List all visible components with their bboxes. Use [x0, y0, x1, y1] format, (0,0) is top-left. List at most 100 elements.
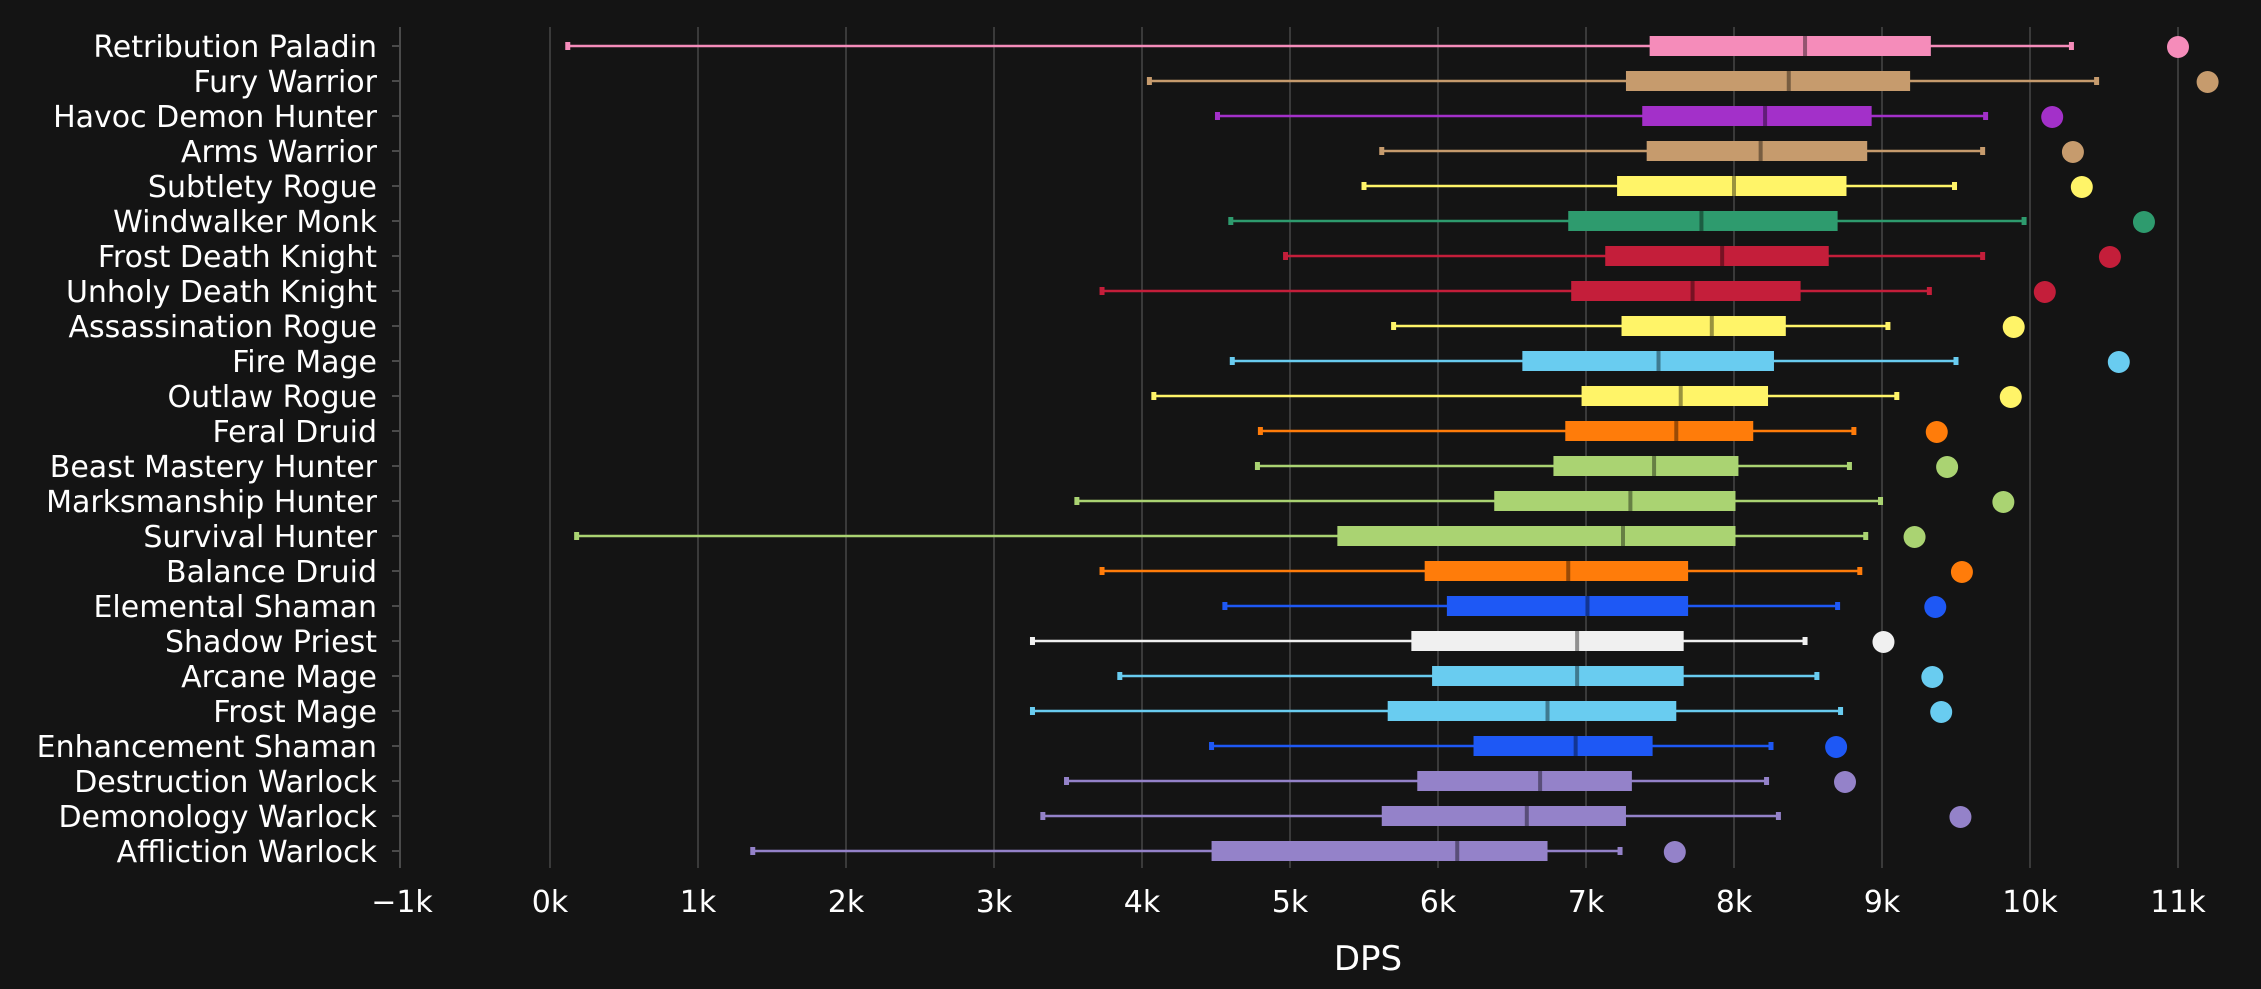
iqr-box — [1642, 106, 1872, 126]
whisker-cap-min — [1064, 777, 1070, 785]
median-marker — [1674, 421, 1679, 441]
max-point — [2098, 246, 2121, 268]
whisker-cap-min — [565, 42, 571, 50]
x-tick-label: −1k — [371, 885, 433, 920]
iqr-box — [1446, 596, 1689, 616]
whisker-cap-max — [1926, 287, 1932, 295]
median-marker — [1709, 316, 1714, 336]
max-point — [1924, 596, 1947, 618]
max-point — [1663, 841, 1686, 863]
category-label: Fire Mage — [232, 345, 377, 380]
whisker-cap-min — [1254, 462, 1260, 470]
iqr-box — [1473, 736, 1653, 756]
iqr-box — [1621, 316, 1786, 336]
series-row: Demonology Warlock — [58, 800, 1972, 835]
x-tick-label: 4k — [1124, 885, 1161, 920]
whisker-cap-max — [1838, 707, 1844, 715]
series-row: Balance Druid — [166, 555, 1973, 590]
max-point — [2041, 106, 2064, 128]
x-tick-label: 7k — [1568, 885, 1605, 920]
whisker-cap-max — [1775, 812, 1781, 820]
series-row: Shadow Priest — [165, 625, 1895, 660]
whisker-cap-max — [1894, 392, 1900, 400]
series-row: Havoc Demon Hunter — [53, 100, 2064, 135]
iqr-box — [1565, 421, 1754, 441]
iqr-box — [1625, 71, 1911, 91]
max-point — [1992, 491, 2015, 513]
median-marker — [1763, 106, 1768, 126]
x-axis-title: DPS — [1334, 939, 1402, 979]
whisker-cap-max — [1617, 847, 1623, 855]
max-point — [2132, 211, 2155, 233]
category-label: Arcane Mage — [181, 660, 377, 695]
max-point — [2196, 71, 2219, 93]
whisker-cap-min — [1361, 182, 1367, 190]
series-row: Frost Mage — [213, 695, 1953, 730]
series-row: Fury Warrior — [193, 65, 2219, 100]
series-row: Survival Hunter — [143, 520, 1926, 555]
median-marker — [1803, 36, 1808, 56]
iqr-box — [1494, 491, 1736, 511]
whisker-cap-max — [1980, 147, 1986, 155]
max-point — [2033, 281, 2056, 303]
max-point — [2061, 141, 2084, 163]
median-marker — [1652, 456, 1657, 476]
x-tick-label: 8k — [1716, 885, 1753, 920]
iqr-box — [1617, 176, 1847, 196]
whisker-cap-min — [1040, 812, 1046, 820]
median-marker — [1690, 281, 1695, 301]
whisker-cap-max — [1878, 497, 1884, 505]
iqr-box — [1553, 456, 1739, 476]
series-row: Feral Druid — [213, 415, 1948, 450]
x-tick-label: 2k — [828, 885, 865, 920]
whisker-cap-min — [1214, 112, 1220, 120]
x-tick-label: 6k — [1420, 885, 1457, 920]
whisker-cap-min — [1209, 742, 1215, 750]
iqr-box — [1522, 351, 1774, 371]
x-tick-label: 11k — [2150, 885, 2206, 920]
series-row: Frost Death Knight — [98, 240, 2121, 275]
whisker-cap-min — [574, 532, 580, 540]
category-label: Shadow Priest — [165, 625, 377, 660]
max-point — [2070, 176, 2093, 198]
whisker-cap-max — [1768, 742, 1774, 750]
whisker-cap-min — [1146, 77, 1152, 85]
median-marker — [1545, 701, 1550, 721]
whisker-cap-min — [1229, 357, 1235, 365]
iqr-box — [1211, 841, 1548, 861]
x-tick-label: 0k — [532, 885, 569, 920]
series-row: Arcane Mage — [181, 660, 1944, 695]
category-label: Outlaw Rogue — [167, 380, 377, 415]
category-label: Destruction Warlock — [74, 765, 377, 800]
median-marker — [1575, 666, 1580, 686]
whisker-cap-min — [750, 847, 756, 855]
median-marker — [1566, 561, 1571, 581]
series-row: Subtlety Rogue — [148, 170, 2093, 205]
whisker-cap-min — [1029, 637, 1035, 645]
whisker-cap-min — [1228, 217, 1234, 225]
series-row: Windwalker Monk — [113, 205, 2155, 240]
whisker-cap-min — [1099, 567, 1105, 575]
category-label: Fury Warrior — [193, 65, 377, 100]
max-point — [1872, 631, 1895, 653]
whisker-cap-max — [1846, 462, 1852, 470]
max-point — [1949, 806, 1972, 828]
median-marker — [1575, 631, 1580, 651]
whisker-cap-max — [1851, 427, 1857, 435]
max-point — [1834, 771, 1856, 793]
series-row: Outlaw Rogue — [167, 380, 2022, 415]
median-marker — [1621, 526, 1625, 546]
category-label: Assassination Rogue — [68, 310, 377, 345]
category-label: Balance Druid — [166, 555, 377, 590]
max-point — [1930, 701, 1953, 723]
max-point — [1903, 526, 1926, 548]
whisker-cap-min — [1222, 602, 1228, 610]
median-marker — [1585, 596, 1590, 616]
series-row: Marksmanship Hunter — [46, 485, 2015, 520]
iqr-box — [1387, 701, 1677, 721]
category-label: Affliction Warlock — [117, 835, 378, 870]
whisker-cap-max — [2068, 42, 2074, 50]
series-row: Assassination Rogue — [68, 310, 2025, 345]
